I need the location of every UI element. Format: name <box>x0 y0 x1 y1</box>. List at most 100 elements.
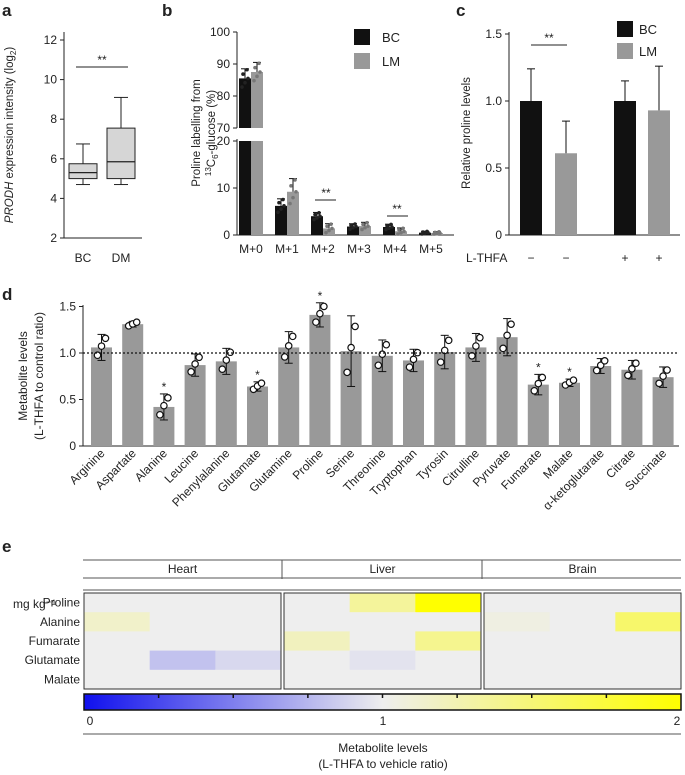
panel-d-bar <box>465 347 487 446</box>
panel-e-cell <box>549 593 616 613</box>
panel-d-point <box>257 379 266 388</box>
panel-d-bar <box>247 386 268 446</box>
panel-d-point <box>624 371 632 380</box>
panel-d-point <box>378 350 387 359</box>
panel-b-point <box>330 226 334 231</box>
panel-e-letter: e <box>2 537 11 556</box>
panel-c: c 00.51.01.5 Relative proline levels BC … <box>456 1 680 265</box>
panel-e-cell <box>549 631 616 652</box>
panel-d-point <box>320 302 328 311</box>
panel-d-point <box>187 367 195 376</box>
panel-c-sig: ** <box>544 31 554 45</box>
panel-b-point <box>387 226 391 231</box>
panel-e-cell <box>284 650 351 671</box>
panel-b-legend-lm-swatch <box>354 53 370 69</box>
panel-a-box <box>68 163 98 180</box>
panel-b-point <box>437 230 441 234</box>
panel-d-point <box>382 340 391 349</box>
panel-d-point <box>600 357 609 365</box>
panel-a-boxes <box>68 96 136 186</box>
panel-b-point <box>325 224 329 229</box>
panel-e-scale-0: 0 <box>87 714 94 728</box>
panel-c-letter: c <box>456 1 465 20</box>
panel-b-ytick-label: 70 <box>217 121 231 135</box>
panel-e-cell <box>349 669 416 690</box>
panel-c-lthfa-signs: − − + + <box>527 251 662 265</box>
panel-d-point <box>663 366 671 374</box>
panel-b-point <box>361 222 365 227</box>
panel-d-point <box>156 410 164 419</box>
panel-b-point <box>397 227 401 232</box>
panel-b-point <box>324 230 328 235</box>
panel-b-point <box>365 220 369 225</box>
panel-b-point <box>255 74 259 79</box>
panel-b-ytick-label: 0 <box>223 228 230 242</box>
panel-e-cell <box>615 650 682 671</box>
panel-b-point <box>312 217 316 222</box>
panel-e-cell <box>484 612 551 632</box>
panel-e-cell <box>284 631 351 652</box>
panel-d-sig: * <box>536 360 541 374</box>
panel-b-ytick-label: 10 <box>217 181 231 195</box>
panel-a-letter: a <box>2 1 12 20</box>
panel-d-point <box>659 372 667 380</box>
panel-b-point <box>313 212 317 217</box>
panel-e-colorbar-ticks <box>157 694 608 698</box>
panel-b-y-ticks: 70 80 90 100 0 10 20 <box>210 25 237 242</box>
panel-d-bar <box>527 384 549 446</box>
panel-b-point <box>353 222 357 226</box>
panel-b-point <box>421 230 425 234</box>
panel-d-point <box>101 334 110 343</box>
panel-b-ytick-label: 80 <box>217 89 231 103</box>
panel-e-cell <box>549 669 616 690</box>
panel-b-point <box>401 226 405 231</box>
panel-b-point <box>245 67 249 72</box>
panel-a-ylabel-text: expression intensity (log <box>4 55 16 182</box>
panel-d-bar <box>434 352 456 446</box>
panel-a-y-ticks: 2 4 6 8 10 12 <box>44 33 64 245</box>
panel-e-group-frame <box>483 592 682 690</box>
panel-c-bars <box>520 65 670 235</box>
panel-a-sig: ** <box>97 53 107 67</box>
panel-e-cell <box>215 669 282 690</box>
panel-b-bar-bc <box>383 227 395 235</box>
panel-e-scale-1: 1 <box>380 714 387 728</box>
panel-b-point <box>281 197 285 202</box>
panel-d-letter: d <box>2 285 12 304</box>
panel-b-letter: b <box>162 1 172 20</box>
panel-d-point <box>569 376 578 384</box>
panel-d-ytick-label: 1.0 <box>59 346 76 360</box>
panel-b-categories: M+0 M+1 M+2 M+3 M+4 M+5 <box>239 242 443 256</box>
panel-c-ytick-label: 0 <box>495 228 502 242</box>
panel-e-group-label: Brain <box>568 562 596 576</box>
panel-d-ylabel-1: Metabolite levels <box>16 331 30 420</box>
panel-e-cells <box>83 592 682 690</box>
panel-b-point <box>402 229 406 234</box>
panel-b-bars <box>239 61 443 236</box>
panel-c-legend-lm: LM <box>639 44 657 59</box>
panel-d-categories: ArginineAspartateAlanineLeucinePhenylala… <box>67 446 670 513</box>
panel-b-point <box>396 232 400 236</box>
panel-d-sig: * <box>162 380 167 394</box>
panel-e-cell <box>284 612 351 632</box>
panel-d-bars: * * * * * <box>91 289 674 446</box>
panel-b-category: M+0 <box>239 242 263 256</box>
panel-d-point <box>280 353 289 361</box>
panel-d-point <box>347 343 355 352</box>
panel-a-ytick-label: 4 <box>50 191 57 205</box>
panel-e-cell <box>149 650 216 671</box>
panel-e-cell <box>615 612 682 632</box>
panel-b-point <box>240 85 244 89</box>
panel-d-point <box>191 360 199 368</box>
panel-b-point <box>349 223 353 228</box>
panel-e-cell <box>484 593 551 613</box>
panel-c-lthfa-sign: + <box>621 251 628 265</box>
panel-e-row-label: Proline <box>43 596 81 610</box>
panel-e-cell <box>415 650 482 671</box>
panel-d-point <box>284 342 293 350</box>
panel-a-cat-dm: DM <box>112 251 131 265</box>
panel-d-bar <box>590 366 612 446</box>
panel-e-cell <box>349 631 416 652</box>
panel-d-point <box>164 394 172 402</box>
